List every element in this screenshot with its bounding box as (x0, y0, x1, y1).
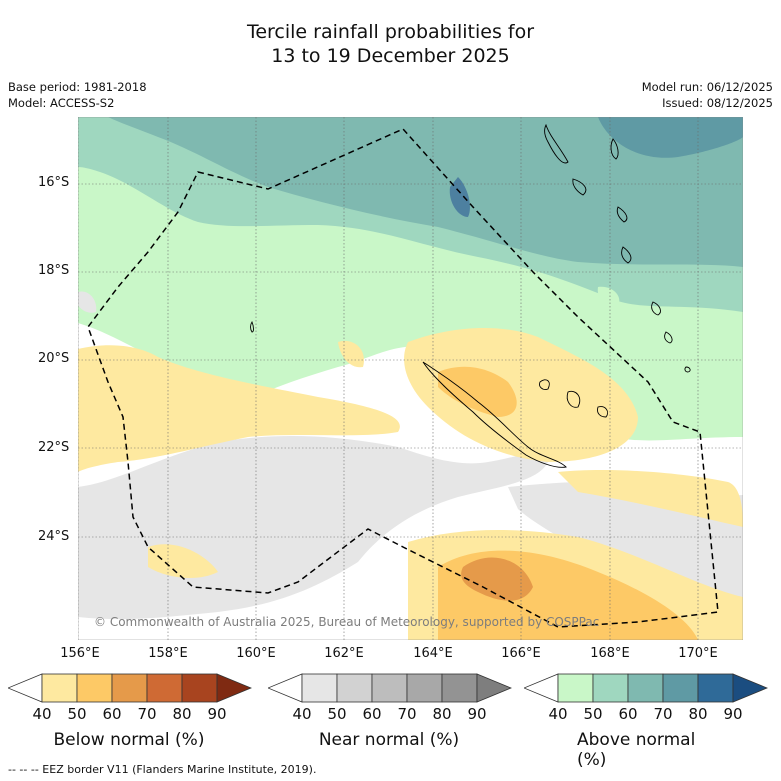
below-50-region-center (438, 366, 517, 417)
lon-label-164e: 164°E (413, 646, 453, 661)
eez-legend: -- -- -- EEZ border V11 (Flanders Marine… (8, 763, 317, 776)
model-name: Model: ACCESS-S2 (8, 96, 115, 110)
above-70-region (278, 117, 743, 158)
island-outlines (250, 123, 691, 468)
chart-title-line2: 13 to 19 December 2025 (271, 45, 510, 67)
colorbar-below-bin-3 (111, 673, 148, 703)
vanuatu-island-5 (621, 246, 632, 264)
colorbar-near-bin-2 (336, 673, 373, 703)
colorbar-near-tick: 70 (397, 705, 417, 723)
base-period: Base period: 1981-2018 (8, 80, 147, 94)
loyalty-island-2 (566, 390, 581, 408)
lon-label-168e: 168°E (590, 646, 630, 661)
colorbar-near-bin-1 (301, 673, 338, 703)
colorbar-above-tick: 80 (688, 705, 708, 723)
colorbar-near-tick: 40 (292, 705, 312, 723)
lon-label-160e: 160°E (236, 646, 276, 661)
lon-label-166e: 166°E (501, 646, 541, 661)
above-60-region (108, 117, 743, 267)
colorbar-above-bin-5 (697, 673, 734, 703)
colorbar-below-tick: 90 (207, 705, 227, 723)
vanuatu-island-6 (651, 301, 661, 316)
colorbar-near-tick: 50 (327, 705, 347, 723)
lon-label-162e: 162°E (324, 646, 364, 661)
below-40-patch-w (338, 340, 364, 368)
lat-label-16s: 16°S (38, 175, 70, 190)
lon-label-158e: 158°E (148, 646, 188, 661)
colorbar-below-tick: 50 (67, 705, 87, 723)
lat-label-20s: 20°S (38, 351, 70, 366)
colorbar-below-normal (8, 673, 252, 703)
rainfall-probability-map: © Commonwealth of Australia 2025, Bureau… (78, 117, 743, 640)
chart-title-line1: Tercile rainfall probabilities for (246, 21, 535, 43)
vanuatu-island-7 (664, 331, 673, 344)
colorbar-near-high-arrow (476, 673, 512, 703)
below-60-region-south (461, 557, 533, 601)
colorbar-near-low-arrow (268, 673, 303, 703)
colorbar-above-bin-2 (592, 673, 629, 703)
colorbar-near-normal (268, 673, 512, 703)
issued-date: Issued: 08/12/2025 (662, 96, 773, 110)
eez-border (87, 128, 719, 628)
colorbar-near-tick: 60 (362, 705, 382, 723)
colorbar-below-tick: 40 (32, 705, 52, 723)
below-40-region-east (558, 470, 743, 527)
loyalty-island-1 (539, 379, 550, 390)
colorbar-below-high-arrow (216, 673, 252, 703)
lat-label-18s: 18°S (38, 263, 70, 278)
colorbar-above-bin-4 (662, 673, 699, 703)
colorbar-near-tick: 80 (432, 705, 452, 723)
colorbar-above-normal (524, 673, 768, 703)
vanuatu-island-1 (544, 123, 569, 164)
colorbar-above-tick: 60 (618, 705, 638, 723)
colorbar-above-tick: 70 (653, 705, 673, 723)
colorbar-near-title: Near normal (%) (318, 730, 460, 750)
map-copyright: © Commonwealth of Australia 2025, Bureau… (94, 615, 599, 629)
colorbar-near-bin-5 (441, 673, 478, 703)
vanuatu-island-3 (572, 178, 587, 196)
colorbar-below-tick: 80 (172, 705, 192, 723)
small-island-west (250, 321, 254, 333)
colorbar-above-bin-3 (627, 673, 664, 703)
vanuatu-island-2 (610, 138, 619, 160)
lat-label-22s: 22°S (38, 440, 70, 455)
graticule (78, 117, 743, 640)
colorbar-above-low-arrow (524, 673, 559, 703)
lon-label-156e: 156°E (60, 646, 100, 661)
colorbar-below-tick: 60 (102, 705, 122, 723)
vanuatu-island-8 (684, 366, 691, 373)
colorbar-below-bin-1 (41, 673, 78, 703)
colorbar-above-tick: 50 (583, 705, 603, 723)
colorbar-near-tick: 90 (467, 705, 487, 723)
loyalty-island-3 (597, 406, 609, 418)
colorbar-above-title: Above normal (%) (577, 730, 696, 770)
model-run-date: Model run: 06/12/2025 (641, 80, 773, 94)
colorbar-below-low-arrow (8, 673, 43, 703)
vanuatu-island-4 (616, 206, 628, 223)
colorbar-below-bin-4 (146, 673, 183, 703)
lat-label-24s: 24°S (38, 529, 70, 544)
colorbar-above-tick: 40 (548, 705, 568, 723)
above-50-patch (597, 286, 620, 306)
lon-label-170e: 170°E (678, 646, 718, 661)
colorbar-above-tick: 90 (723, 705, 743, 723)
colorbar-near-bin-4 (406, 673, 443, 703)
colorbar-below-bin-2 (76, 673, 113, 703)
colorbar-near-bin-3 (371, 673, 408, 703)
below-40-region-west (78, 345, 400, 472)
below-40-patch-sw (148, 544, 218, 579)
colorbar-below-bin-5 (181, 673, 218, 703)
near-40-patch-nw (78, 291, 97, 313)
colorbar-below-title: Below normal (%) (53, 730, 205, 750)
colorbar-above-bin-1 (557, 673, 594, 703)
colorbar-above-high-arrow (732, 673, 768, 703)
colorbar-below-tick: 70 (137, 705, 157, 723)
new-caledonia-island (422, 361, 567, 468)
above-70-blob (449, 177, 470, 217)
